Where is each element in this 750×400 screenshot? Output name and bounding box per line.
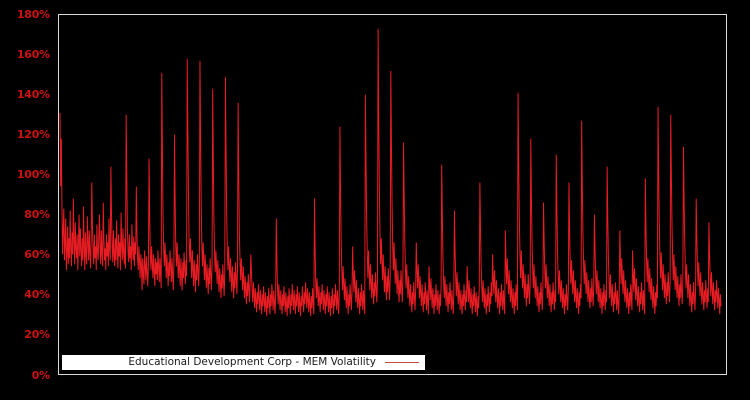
y-axis-tick-label: 0% [31,368,50,382]
legend-label: Educational Development Corp - MEM Volat… [128,356,376,368]
y-axis-tick-label: 100% [16,167,50,181]
series-line-mem-volatility [59,28,722,317]
y-axis-tick-label: 120% [16,127,50,141]
plot-area [58,14,727,375]
legend-line-sample-icon [385,362,419,363]
y-axis-tick-label: 80% [24,208,50,222]
chart-legend: Educational Development Corp - MEM Volat… [62,355,425,370]
series-polyline [59,28,722,317]
y-axis-tick-label: 60% [24,248,50,262]
y-axis-tick-label: 20% [24,328,50,342]
y-axis-tick-label: 140% [16,87,50,101]
y-axis-tick-label: 40% [24,288,50,302]
y-axis-tick-label: 180% [16,7,50,21]
y-axis-tick-label: 160% [16,47,50,61]
